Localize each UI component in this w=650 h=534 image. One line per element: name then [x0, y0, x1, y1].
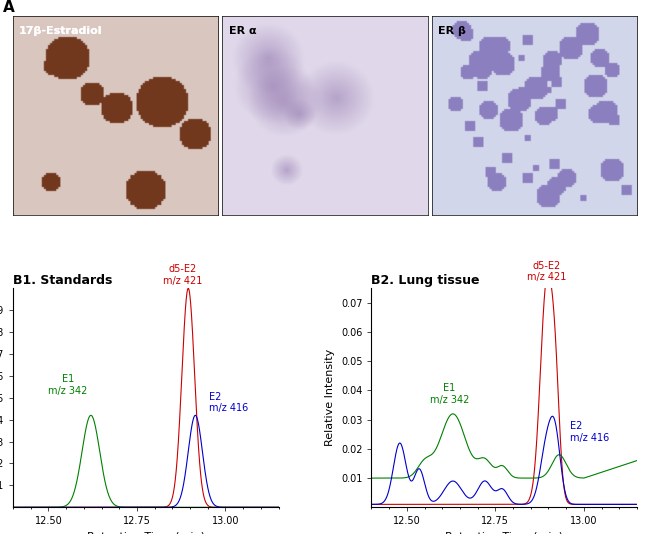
Text: ER β: ER β [438, 26, 466, 36]
Text: B2. Lung tissue: B2. Lung tissue [371, 274, 480, 287]
Text: B1. Standards: B1. Standards [13, 274, 112, 287]
Text: ER α: ER α [229, 26, 256, 36]
Text: E2
m/z 416: E2 m/z 416 [570, 421, 609, 443]
Text: d5-E2
m/z 421: d5-E2 m/z 421 [527, 261, 566, 282]
Text: 17β-Estradiol: 17β-Estradiol [19, 26, 103, 36]
X-axis label: Retention Time (min): Retention Time (min) [445, 532, 564, 534]
Text: 17β-Estradiol: 17β-Estradiol [19, 26, 103, 36]
Text: E2
m/z 416: E2 m/z 416 [209, 391, 249, 413]
X-axis label: Retention Time (min): Retention Time (min) [86, 532, 205, 534]
Text: E1
m/z 342: E1 m/z 342 [48, 374, 88, 396]
Text: A: A [3, 0, 14, 15]
Y-axis label: Relative Intensity: Relative Intensity [326, 349, 335, 446]
Text: E1
m/z 342: E1 m/z 342 [430, 383, 469, 405]
Text: d5-E2
m/z 421: d5-E2 m/z 421 [163, 264, 203, 286]
